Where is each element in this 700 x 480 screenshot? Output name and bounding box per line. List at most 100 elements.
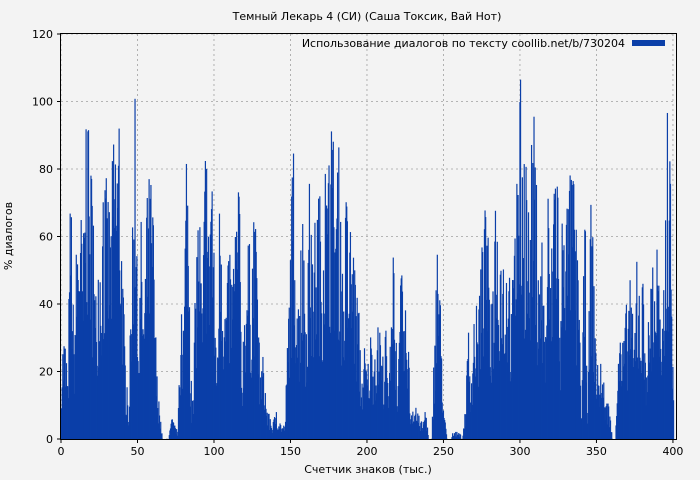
bar [287, 362, 289, 439]
bar [402, 371, 404, 439]
bar [431, 416, 434, 439]
bar [442, 412, 444, 439]
bar [603, 382, 605, 439]
bar [119, 270, 121, 439]
bar [63, 346, 65, 439]
bar [258, 342, 260, 439]
bar [308, 183, 311, 439]
bar [454, 436, 456, 439]
bar [515, 315, 517, 439]
bar [357, 313, 359, 439]
bar [560, 327, 563, 439]
bar [668, 306, 670, 439]
bar [311, 264, 314, 439]
bar [269, 419, 271, 439]
bar [93, 294, 95, 439]
bar [661, 328, 664, 439]
bar [71, 349, 73, 439]
bar [294, 280, 296, 439]
bar [180, 355, 182, 439]
bar [218, 213, 221, 439]
bar [304, 332, 306, 439]
bar [562, 250, 564, 439]
bar [458, 436, 460, 439]
bar [491, 382, 493, 439]
bar [152, 217, 154, 439]
bar [547, 198, 549, 439]
bar [640, 360, 642, 439]
bar [525, 166, 527, 439]
bar [499, 274, 501, 439]
bar [66, 385, 68, 439]
bar [646, 392, 648, 439]
bar [344, 360, 346, 439]
bar [653, 301, 656, 439]
bar [468, 381, 470, 439]
bar [432, 419, 434, 439]
bar [409, 413, 411, 439]
bar [128, 425, 130, 439]
bar [396, 406, 398, 439]
bar [497, 319, 499, 439]
bar [161, 433, 163, 439]
bar [455, 436, 457, 439]
bar [617, 390, 619, 439]
bar [207, 236, 210, 439]
bar [326, 234, 328, 439]
bar [601, 384, 604, 439]
bar [79, 291, 81, 439]
bar [256, 278, 258, 439]
bar [207, 257, 209, 439]
bar [249, 324, 251, 439]
bar [238, 196, 240, 439]
bar [666, 112, 669, 439]
bar [376, 350, 378, 439]
bar [607, 403, 609, 439]
bar [592, 372, 594, 439]
bar [519, 79, 522, 439]
bar [327, 208, 329, 439]
bar [375, 385, 377, 439]
bar [144, 313, 146, 439]
bar [451, 436, 453, 439]
bar [496, 294, 498, 439]
bar [606, 403, 608, 439]
bar [661, 361, 663, 439]
bar [274, 418, 276, 439]
bar [225, 341, 227, 439]
bar [277, 429, 279, 439]
bar [258, 337, 260, 439]
bar [253, 231, 255, 439]
bar [312, 311, 314, 439]
bar [170, 423, 172, 439]
bar [672, 366, 674, 439]
bar [491, 303, 494, 439]
bar [151, 266, 153, 439]
bar [342, 357, 344, 439]
bar [562, 287, 564, 439]
bar [235, 260, 237, 439]
bar [292, 240, 294, 439]
bar [121, 364, 123, 439]
bar [330, 131, 333, 439]
bar [466, 375, 468, 439]
bar [542, 305, 544, 439]
bar [136, 256, 138, 439]
bar [148, 179, 150, 439]
bar [131, 361, 133, 439]
bar [407, 351, 410, 439]
bar [657, 291, 659, 439]
bar [321, 362, 323, 439]
bar [188, 311, 190, 439]
bar [623, 341, 625, 439]
bar [210, 221, 212, 439]
bar [363, 348, 366, 439]
bar [86, 302, 88, 439]
bar [215, 385, 218, 439]
bar [187, 265, 189, 439]
bar [297, 357, 299, 439]
bar [486, 245, 488, 439]
bar [179, 387, 181, 439]
bar [199, 227, 201, 439]
bar [142, 329, 144, 439]
